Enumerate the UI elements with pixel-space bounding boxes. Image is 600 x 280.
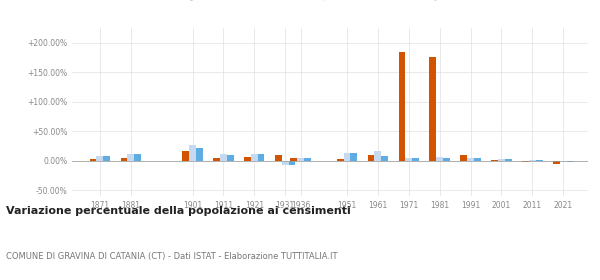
Bar (374, 151, 381, 161)
Bar (505, 159, 512, 161)
Bar (121, 158, 127, 161)
Bar (182, 151, 189, 161)
Bar (97, 156, 103, 161)
Bar (244, 157, 251, 161)
Bar (498, 159, 505, 161)
Bar (220, 153, 227, 161)
Bar (436, 157, 443, 161)
Bar (196, 148, 203, 161)
Bar (89, 158, 97, 161)
Bar (134, 153, 141, 161)
Bar (474, 158, 481, 161)
Bar (460, 155, 467, 161)
Bar (213, 158, 220, 161)
Bar (275, 155, 282, 161)
Bar (412, 158, 419, 161)
Bar (227, 155, 233, 161)
Text: COMUNE DI GRAVINA DI CATANIA (CT) - Dati ISTAT - Elaborazione TUTTITALIA.IT: COMUNE DI GRAVINA DI CATANIA (CT) - Dati… (6, 252, 337, 261)
Bar (368, 155, 374, 161)
Bar (304, 158, 311, 161)
Bar (251, 153, 257, 161)
Text: Variazione percentuale della popolazione ai censimenti: Variazione percentuale della popolazione… (6, 206, 351, 216)
Bar (553, 161, 560, 164)
Bar (282, 161, 289, 165)
Bar (406, 158, 412, 161)
Bar (430, 57, 436, 161)
Bar (344, 153, 350, 161)
Legend: Gravina di Catania, Provincia di CT, Sicilia: Gravina di Catania, Provincia di CT, Sic… (177, 0, 483, 4)
Bar (566, 161, 574, 162)
Bar (337, 159, 344, 161)
Bar (381, 156, 388, 161)
Bar (491, 160, 498, 161)
Bar (189, 145, 196, 161)
Bar (467, 158, 474, 161)
Bar (297, 158, 304, 161)
Bar (289, 161, 295, 165)
Bar (257, 153, 265, 161)
Bar (529, 160, 536, 161)
Bar (127, 153, 134, 161)
Bar (443, 158, 450, 161)
Bar (536, 160, 542, 161)
Bar (103, 156, 110, 161)
Bar (398, 52, 406, 161)
Bar (522, 161, 529, 162)
Bar (350, 153, 357, 161)
Bar (290, 158, 297, 161)
